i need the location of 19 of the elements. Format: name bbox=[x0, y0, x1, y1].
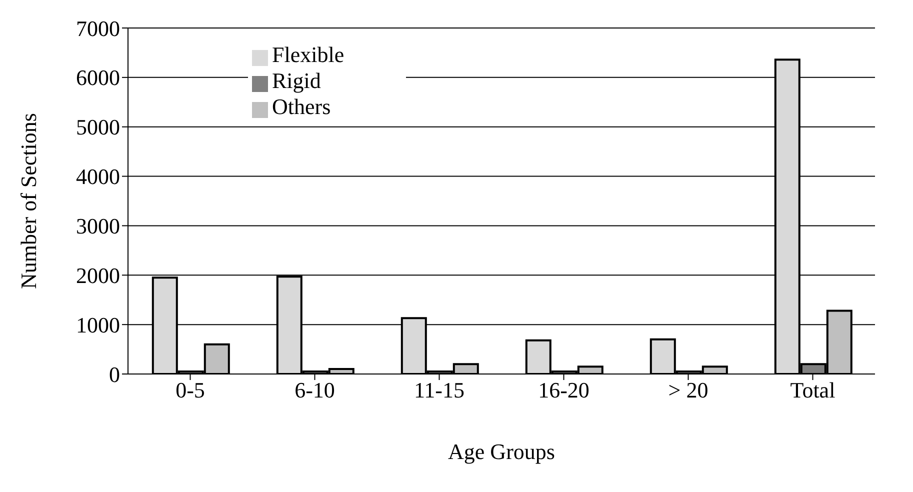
legend-label: Flexible bbox=[272, 42, 344, 67]
x-axis-title: Age Groups bbox=[448, 439, 555, 464]
x-tick-label: 11-15 bbox=[414, 378, 465, 403]
y-tick-label: 3000 bbox=[76, 214, 120, 239]
legend-label: Others bbox=[272, 94, 331, 119]
x-tick-label: 0-5 bbox=[176, 378, 205, 403]
y-tick-label: 6000 bbox=[76, 65, 120, 90]
y-tick-label: 0 bbox=[109, 362, 120, 387]
x-tick-label: 16-20 bbox=[538, 378, 590, 403]
y-tick-label: 2000 bbox=[76, 262, 120, 288]
x-tick-label: 6-10 bbox=[294, 378, 335, 403]
y-tick-label: 4000 bbox=[76, 164, 120, 190]
x-tick-label: Total bbox=[790, 378, 836, 403]
legend-label: Rigid bbox=[272, 68, 321, 93]
y-axis-title: Number of Sections bbox=[16, 113, 41, 289]
y-tick-label: 5000 bbox=[76, 114, 120, 140]
y-tick-label: 1000 bbox=[76, 312, 120, 338]
x-tick-label: > 20 bbox=[668, 378, 708, 403]
y-tick-label: 7000 bbox=[76, 16, 120, 41]
